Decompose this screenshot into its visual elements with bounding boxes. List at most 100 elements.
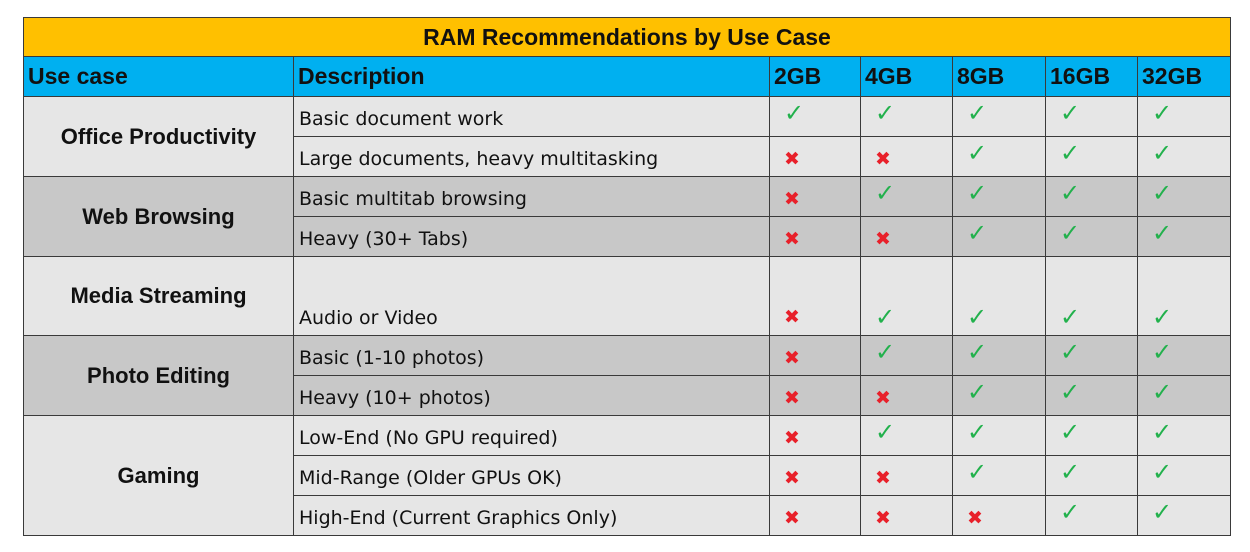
cross-icon: ✖ [784,507,800,529]
ram-8gb-cell: ✓ [952,415,1046,456]
check-icon: ✓ [1060,139,1081,167]
table-body: Office Productivity Basic document work ✓ ✓… [23,96,1231,536]
use-case-cell: Media Streaming [23,256,294,336]
check-icon: ✓ [1152,179,1173,207]
check-icon: ✓ [1152,498,1173,526]
ram-16gb-cell: ✓ [1045,495,1138,536]
check-icon: ✓ [1152,418,1173,446]
table-row: Gaming Low-End (No GPU required) ✖ ✓ ✓ ✓ ✓ [23,415,1231,536]
description-cell: Low-End (No GPU required) [293,415,770,456]
check-icon: ✓ [875,179,896,207]
description-cell: Large documents, heavy multitasking [293,136,770,177]
header-use-case: Use case [23,56,294,97]
header-16gb: 16GB [1045,56,1138,97]
check-icon: ✓ [967,99,988,127]
ram-8gb-cell: ✓ [952,455,1046,496]
table-row: Heavy (10+ photos) ✖ ✖ ✓ ✓ ✓ [24,375,1231,416]
ram-recommendations-table: RAM Recommendations by Use Case Use case… [23,17,1231,536]
cross-icon: ✖ [875,467,891,489]
ram-4gb-cell: ✖ [860,216,953,257]
table-row: Mid-Range (Older GPUs OK) ✖ ✖ ✓ ✓ ✓ [24,455,1231,496]
ram-16gb-cell: ✓ [1045,96,1138,137]
ram-4gb-cell: ✓ [860,335,953,376]
ram-32gb-cell: ✓ [1137,455,1231,496]
check-icon: ✓ [1152,378,1173,406]
check-icon: ✓ [1060,303,1081,331]
check-icon: ✓ [967,303,988,331]
ram-4gb-cell: ✓ [860,256,953,336]
header-4gb: 4GB [860,56,953,97]
ram-8gb-cell: ✓ [952,256,1046,336]
ram-4gb-cell: ✖ [860,455,953,496]
ram-8gb-cell: ✖ [952,495,1046,536]
ram-16gb-cell: ✓ [1045,455,1138,496]
description-cell: Basic multitab browsing [293,176,770,217]
ram-32gb-cell: ✓ [1137,415,1231,456]
ram-2gb-cell: ✖ [769,375,861,416]
ram-32gb-cell: ✓ [1137,216,1231,257]
ram-32gb-cell: ✓ [1137,96,1231,137]
ram-32gb-cell: ✓ [1137,335,1231,376]
check-icon: ✓ [1060,498,1081,526]
ram-4gb-cell: ✖ [860,136,953,177]
ram-8gb-cell: ✓ [952,96,1046,137]
check-icon: ✓ [875,338,896,366]
ram-32gb-cell: ✓ [1137,176,1231,217]
use-case-cell: Photo Editing [23,335,294,416]
ram-16gb-cell: ✓ [1045,256,1138,336]
check-icon: ✓ [784,99,805,127]
cross-icon: ✖ [875,228,891,250]
ram-32gb-cell: ✓ [1137,256,1231,336]
check-icon: ✓ [1152,458,1173,486]
use-case-cell: Office Productivity [23,96,294,177]
cross-icon: ✖ [784,467,800,489]
ram-4gb-cell: ✖ [860,495,953,536]
ram-4gb-cell: ✓ [860,96,953,137]
cross-icon: ✖ [967,507,983,529]
ram-4gb-cell: ✖ [860,375,953,416]
cross-icon: ✖ [784,188,800,210]
ram-16gb-cell: ✓ [1045,375,1138,416]
description-cell: Audio or Video [293,256,770,336]
use-case-cell: Web Browsing [23,176,294,257]
ram-2gb-cell: ✖ [769,136,861,177]
description-cell: Heavy (10+ photos) [293,375,770,416]
check-icon: ✓ [1152,338,1173,366]
ram-8gb-cell: ✓ [952,136,1046,177]
ram-32gb-cell: ✓ [1137,136,1231,177]
check-icon: ✓ [967,338,988,366]
check-icon: ✓ [1060,219,1081,247]
description-cell: Heavy (30+ Tabs) [293,216,770,257]
check-icon: ✓ [967,418,988,446]
check-icon: ✓ [1152,219,1173,247]
check-icon: ✓ [1152,99,1173,127]
ram-2gb-cell: ✖ [769,415,861,456]
ram-8gb-cell: ✓ [952,176,1046,217]
ram-8gb-cell: ✓ [952,375,1046,416]
table-title: RAM Recommendations by Use Case [23,17,1231,57]
description-cell: Basic (1-10 photos) [293,335,770,376]
ram-8gb-cell: ✓ [952,216,1046,257]
check-icon: ✓ [967,458,988,486]
table-row: Office Productivity Basic document work ✓ ✓… [23,96,1231,177]
ram-16gb-cell: ✓ [1045,176,1138,217]
ram-2gb-cell: ✖ [769,216,861,257]
check-icon: ✓ [967,179,988,207]
check-icon: ✓ [967,378,988,406]
description-cell: Basic document work [293,96,770,137]
check-icon: ✓ [1060,338,1081,366]
cross-icon: ✖ [784,347,800,369]
description-cell: Mid-Range (Older GPUs OK) [293,455,770,496]
check-icon: ✓ [1060,99,1081,127]
check-icon: ✓ [1060,418,1081,446]
table-row: Media Streaming Audio or Video ✖ ✓ ✓ ✓ ✓ [23,256,1231,336]
check-icon: ✓ [1152,139,1173,167]
cross-icon: ✖ [784,148,800,170]
cross-icon: ✖ [784,427,800,449]
ram-2gb-cell: ✖ [769,455,861,496]
check-icon: ✓ [1152,303,1173,331]
cross-icon: ✖ [875,148,891,170]
check-icon: ✓ [875,303,896,331]
ram-16gb-cell: ✓ [1045,216,1138,257]
header-description: Description [293,56,770,97]
